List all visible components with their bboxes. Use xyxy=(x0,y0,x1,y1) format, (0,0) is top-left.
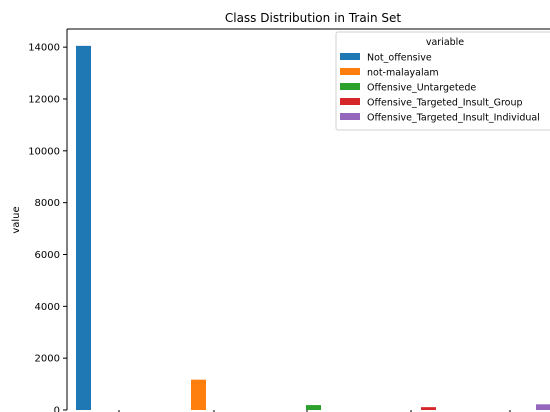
y-tick-label: 2000 xyxy=(35,354,60,365)
plot-area: 0 2000 4000 6000 8000 10000 12000 14000 xyxy=(28,28,550,412)
bar-offensive-untargetede xyxy=(306,405,321,410)
legend-swatch-not-offensive xyxy=(340,53,360,60)
legend-label: Offensive_Untargetede xyxy=(367,83,476,94)
bar-not-malayalam xyxy=(191,379,206,410)
legend-title: variable xyxy=(426,37,464,48)
legend-label: Offensive_Targeted_Insult_Individual xyxy=(367,113,540,124)
legend-frame xyxy=(335,31,550,131)
y-tick-label: 14000 xyxy=(28,43,60,54)
y-tick-label: 0 xyxy=(54,406,60,412)
legend-swatch-offensive-targeted-insult-group xyxy=(340,98,360,105)
bar-offensive-targeted-insult-group xyxy=(421,407,436,410)
legend-swatch-offensive-untargetede xyxy=(340,83,360,90)
legend: variable Not_offensive not-malayalam Offens… xyxy=(335,31,550,131)
bar-not-offensive xyxy=(76,45,91,411)
legend-swatch-not-malayalam xyxy=(340,68,360,75)
y-tick-label: 4000 xyxy=(35,302,60,313)
chart-title: Class Distribution in Train Set xyxy=(225,11,402,25)
legend-label: not-malayalam xyxy=(367,68,439,79)
y-tick-label: 12000 xyxy=(28,94,60,105)
y-tick-label: 6000 xyxy=(35,250,60,261)
bar-offensive-targeted-insult-individual xyxy=(536,404,550,410)
y-axis-label: value xyxy=(11,206,22,233)
legend-label: Not_offensive xyxy=(367,53,432,64)
legend-label: Offensive_Targeted_Insult_Group xyxy=(367,98,523,109)
y-tick-label: 8000 xyxy=(35,198,60,209)
y-tick-label: 10000 xyxy=(28,146,60,157)
legend-swatch-offensive-targeted-insult-individual xyxy=(340,113,360,120)
